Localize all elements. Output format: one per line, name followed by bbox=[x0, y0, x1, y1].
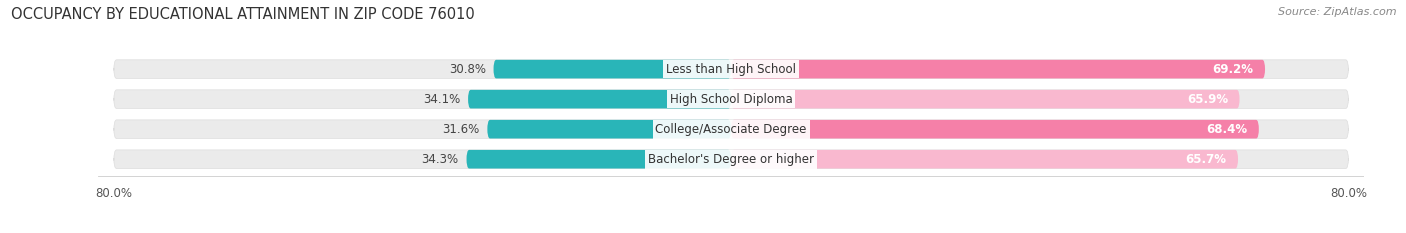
FancyBboxPatch shape bbox=[114, 60, 1348, 79]
Text: OCCUPANCY BY EDUCATIONAL ATTAINMENT IN ZIP CODE 76010: OCCUPANCY BY EDUCATIONAL ATTAINMENT IN Z… bbox=[11, 7, 475, 22]
Text: 69.2%: 69.2% bbox=[1212, 63, 1254, 76]
Text: 65.9%: 65.9% bbox=[1187, 93, 1227, 106]
FancyBboxPatch shape bbox=[731, 150, 1239, 168]
Text: 30.8%: 30.8% bbox=[449, 63, 485, 76]
Text: Source: ZipAtlas.com: Source: ZipAtlas.com bbox=[1278, 7, 1396, 17]
FancyBboxPatch shape bbox=[467, 150, 731, 168]
Text: Bachelor's Degree or higher: Bachelor's Degree or higher bbox=[648, 153, 814, 166]
Text: 34.3%: 34.3% bbox=[422, 153, 458, 166]
FancyBboxPatch shape bbox=[114, 120, 1348, 138]
FancyBboxPatch shape bbox=[468, 90, 731, 109]
Text: High School Diploma: High School Diploma bbox=[669, 93, 793, 106]
Text: Less than High School: Less than High School bbox=[666, 63, 796, 76]
FancyBboxPatch shape bbox=[731, 60, 1265, 79]
FancyBboxPatch shape bbox=[731, 90, 1240, 109]
Text: 31.6%: 31.6% bbox=[443, 123, 479, 136]
FancyBboxPatch shape bbox=[114, 150, 1348, 168]
FancyBboxPatch shape bbox=[114, 90, 1348, 109]
FancyBboxPatch shape bbox=[731, 120, 1258, 138]
Text: 34.1%: 34.1% bbox=[423, 93, 460, 106]
FancyBboxPatch shape bbox=[494, 60, 731, 79]
Text: 68.4%: 68.4% bbox=[1206, 123, 1247, 136]
FancyBboxPatch shape bbox=[488, 120, 731, 138]
Text: 65.7%: 65.7% bbox=[1185, 153, 1226, 166]
Text: College/Associate Degree: College/Associate Degree bbox=[655, 123, 807, 136]
